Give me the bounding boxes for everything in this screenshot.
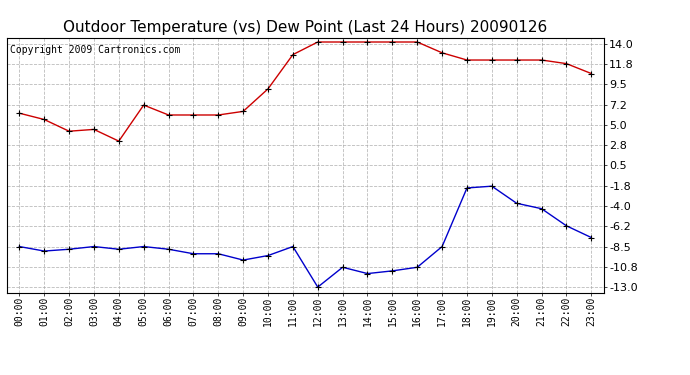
Title: Outdoor Temperature (vs) Dew Point (Last 24 Hours) 20090126: Outdoor Temperature (vs) Dew Point (Last… [63,20,547,35]
Text: Copyright 2009 Cartronics.com: Copyright 2009 Cartronics.com [10,45,180,55]
